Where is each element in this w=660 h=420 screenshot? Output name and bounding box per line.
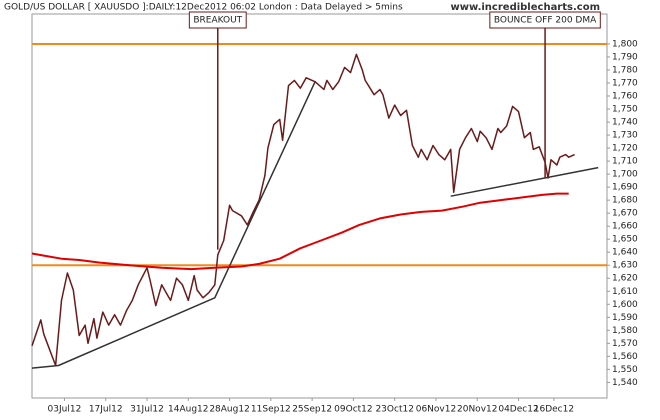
x-tick-label: 14Aug12	[168, 405, 208, 415]
y-tick-label: 1,700	[612, 170, 638, 180]
y-tick-label: 1,780	[612, 65, 638, 75]
x-tick-label: 04Dec12	[498, 405, 538, 415]
x-tick-label: 17Jul12	[89, 405, 123, 415]
x-tick-label: 09Oct12	[334, 405, 372, 415]
x-tick-label: 06Nov12	[416, 405, 456, 415]
y-tick-label: 1,750	[612, 105, 638, 115]
x-tick-label: 23Oct12	[375, 405, 413, 415]
y-tick-label: 1,790	[612, 52, 638, 62]
x-tick-label: 11Sep12	[251, 405, 291, 415]
y-tick-label: 1,610	[612, 287, 638, 297]
y-tick-label: 1,540	[612, 378, 638, 388]
y-tick-label: 1,560	[612, 352, 638, 362]
y-tick-label: 1,660	[612, 222, 638, 232]
y-tick-label: 1,740	[612, 118, 638, 128]
price-line	[31, 192, 569, 271]
watermark: www.incrediblecharts.com	[451, 2, 601, 13]
x-tick-label: 31Jul12	[130, 405, 164, 415]
y-tick-label: 1,630	[612, 261, 638, 271]
y-tick-label: 1,770	[612, 78, 638, 88]
y-tick-label: 1,570	[612, 339, 638, 349]
y-tick-label: 1,640	[612, 248, 638, 258]
chart-title: GOLD/US DOLLAR [ XAUUSDO ]:DAILY:12Dec20…	[4, 3, 403, 13]
x-tick-label: 20Nov12	[457, 405, 497, 415]
y-tick-label: 1,650	[612, 235, 638, 245]
x-tick-label: 16Dec12	[534, 405, 574, 415]
x-tick-label: 28Aug12	[209, 405, 249, 415]
y-tick-label: 1,670	[612, 209, 638, 219]
plot-frame	[31, 13, 608, 399]
trend-line	[450, 166, 599, 197]
price-line	[31, 53, 575, 367]
y-tick-label: 1,550	[612, 365, 638, 375]
y-tick-label: 1,760	[612, 92, 638, 102]
y-tick-label: 1,600	[612, 300, 638, 310]
y-tick-label: 1,730	[612, 131, 638, 141]
y-tick-label: 1,710	[612, 157, 638, 167]
x-tick-label: 03Jul12	[48, 405, 82, 415]
annotation-label: BREAKOUT	[193, 16, 242, 26]
y-tick-label: 1,680	[612, 196, 638, 206]
y-tick-label: 1,620	[612, 274, 638, 284]
x-tick-label: 25Sep12	[292, 405, 332, 415]
annotation-label: BOUNCE OFF 200 DMA	[494, 16, 597, 26]
trend-line	[31, 81, 316, 369]
y-tick-label: 1,800	[612, 39, 638, 49]
y-tick-label: 1,720	[612, 144, 638, 154]
y-tick-label: 1,580	[612, 326, 638, 336]
y-tick-label: 1,590	[612, 313, 638, 323]
y-tick-label: 1,690	[612, 183, 638, 193]
